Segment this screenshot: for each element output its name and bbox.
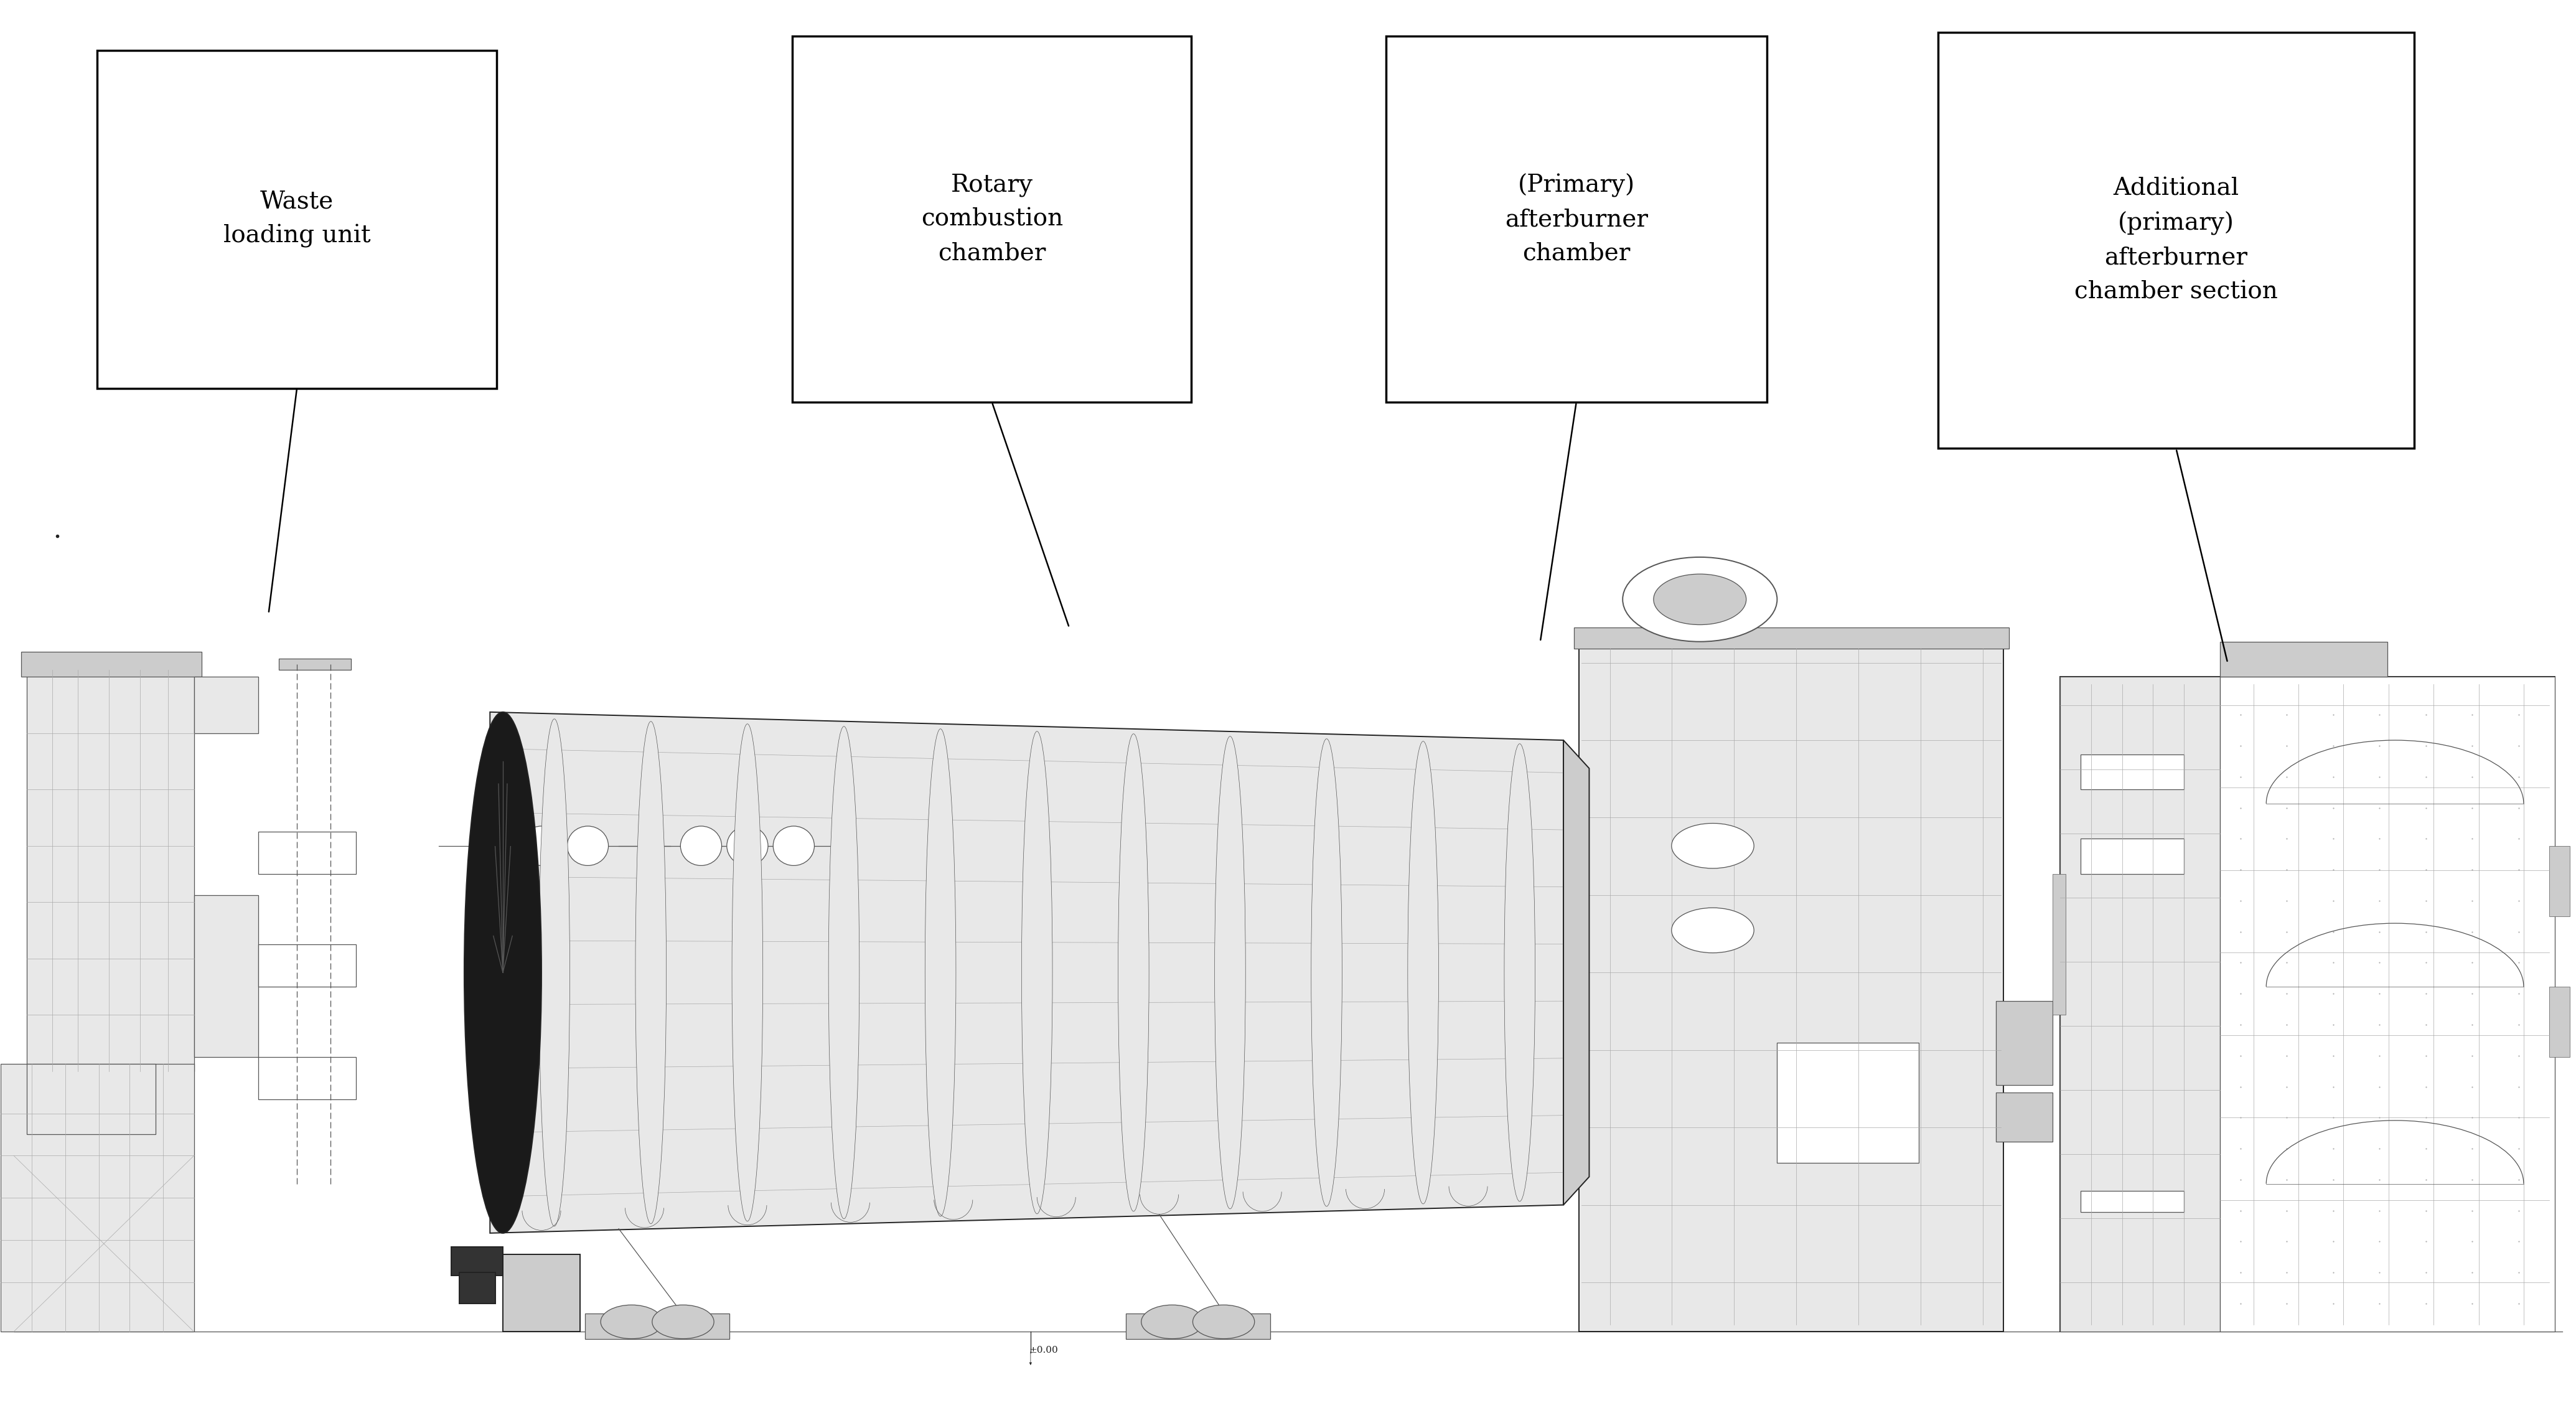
Bar [258, 832, 355, 874]
Bar [193, 895, 258, 1058]
Bar [278, 658, 350, 670]
Bar [1996, 1093, 2053, 1142]
Ellipse shape [1216, 736, 1247, 1208]
Ellipse shape [925, 729, 956, 1217]
Circle shape [1623, 557, 1777, 642]
Bar [2550, 987, 2571, 1058]
Bar [585, 1313, 729, 1338]
Bar [1574, 627, 2009, 649]
Bar [459, 1273, 495, 1303]
Circle shape [652, 1304, 714, 1338]
Bar [258, 945, 355, 987]
Ellipse shape [538, 719, 569, 1227]
Bar [2081, 839, 2184, 874]
Ellipse shape [773, 826, 814, 866]
Circle shape [1654, 574, 1747, 625]
Bar [2061, 677, 2555, 1331]
Circle shape [1141, 1304, 1203, 1338]
FancyBboxPatch shape [1386, 37, 1767, 402]
Circle shape [1672, 823, 1754, 869]
Text: Rotary
combustion
chamber: Rotary combustion chamber [922, 173, 1064, 265]
FancyBboxPatch shape [1937, 32, 2414, 448]
Ellipse shape [732, 723, 762, 1221]
Text: Waste
loading unit: Waste loading unit [224, 190, 371, 248]
FancyBboxPatch shape [98, 51, 497, 388]
Ellipse shape [474, 826, 515, 866]
Bar [21, 651, 201, 677]
Bar [1126, 1313, 1270, 1338]
Ellipse shape [520, 826, 562, 866]
Circle shape [1193, 1304, 1255, 1338]
Ellipse shape [829, 726, 860, 1218]
Bar [502, 1255, 580, 1331]
Bar [26, 1065, 155, 1135]
Ellipse shape [567, 826, 608, 866]
Bar [258, 1058, 355, 1100]
FancyBboxPatch shape [793, 37, 1193, 402]
Bar [2221, 677, 2555, 1331]
Bar [193, 677, 258, 733]
Bar [0, 1065, 193, 1331]
Ellipse shape [680, 826, 721, 866]
Bar [2081, 754, 2184, 790]
Bar [26, 670, 193, 1072]
Bar [2061, 677, 2221, 1331]
Polygon shape [489, 712, 1564, 1234]
Ellipse shape [1311, 739, 1342, 1207]
Ellipse shape [636, 722, 667, 1224]
Bar [2053, 874, 2066, 1015]
Ellipse shape [726, 826, 768, 866]
Ellipse shape [1118, 733, 1149, 1211]
Ellipse shape [1504, 743, 1535, 1201]
Circle shape [1672, 908, 1754, 953]
Bar [1579, 642, 2004, 1331]
Bar [1777, 1043, 1919, 1163]
Ellipse shape [1406, 742, 1437, 1204]
Bar [2550, 846, 2571, 916]
Text: Additional
(primary)
afterburner
chamber section: Additional (primary) afterburner chamber… [2074, 178, 2277, 303]
Polygon shape [1564, 740, 1589, 1206]
Bar [2081, 1191, 2184, 1213]
Bar [451, 1248, 502, 1276]
Ellipse shape [464, 712, 541, 1234]
Circle shape [600, 1304, 662, 1338]
Text: ±0.00: ±0.00 [1028, 1345, 1059, 1355]
Bar [1996, 1001, 2053, 1086]
Ellipse shape [1023, 732, 1054, 1214]
Text: (Primary)
afterburner
chamber: (Primary) afterburner chamber [1504, 173, 1649, 265]
Bar [2221, 642, 2388, 677]
